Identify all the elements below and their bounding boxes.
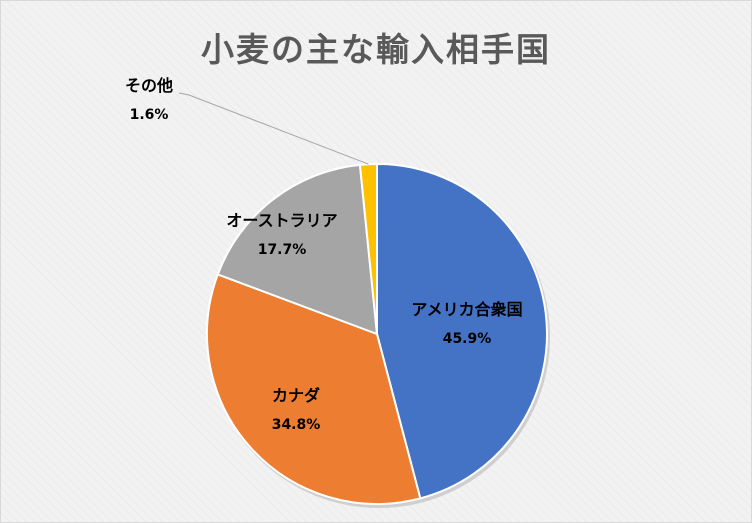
pie-slice-australia: [216, 163, 379, 336]
data-label-canada-value: 34.8%: [272, 417, 321, 433]
pie-slice-canada: [206, 273, 422, 505]
data-label-australia-value: 17.7%: [258, 242, 307, 258]
data-label-other-value: 1.6%: [130, 107, 169, 123]
chart-title: 小麦の主な輸入相手国: [201, 30, 551, 69]
pie-slice-usa: [376, 162, 548, 500]
data-label-usa-name: アメリカ合衆国: [411, 300, 522, 319]
data-label-other-name: その他: [125, 76, 173, 95]
leader-line-other: [178, 92, 369, 165]
data-label-canada-name: カナダ: [272, 386, 320, 405]
data-label-australia-name: オーストラリア: [226, 211, 337, 230]
data-label-usa-value: 45.9%: [443, 331, 492, 347]
